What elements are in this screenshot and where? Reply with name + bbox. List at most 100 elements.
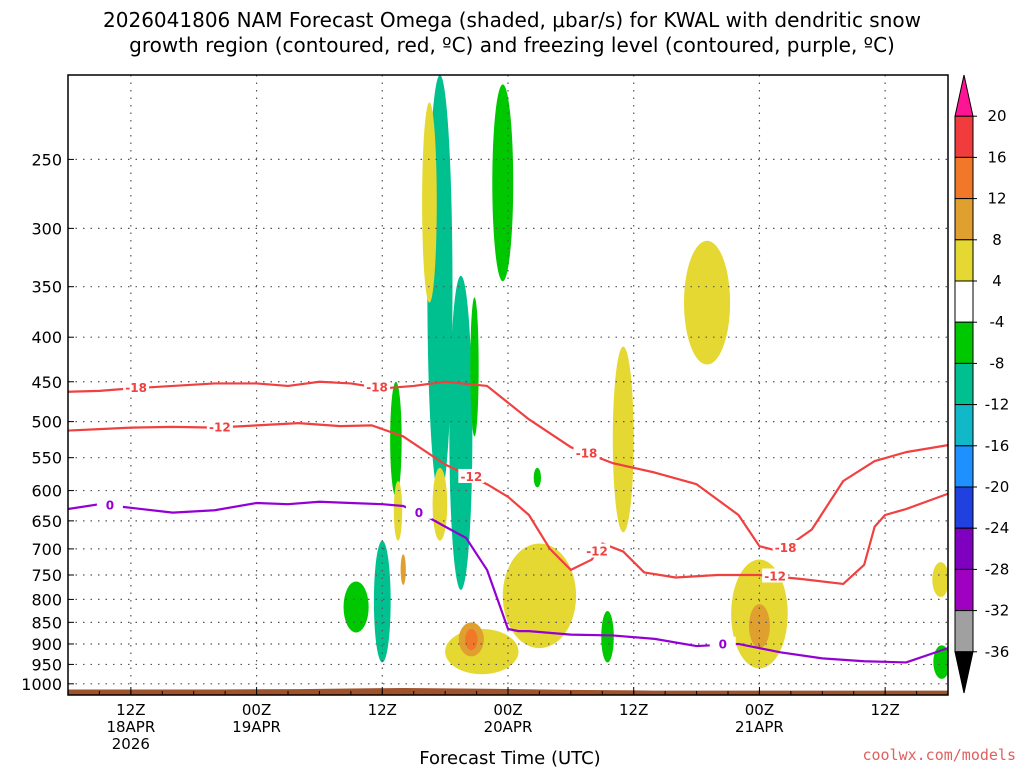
- colorbar-swatch-bottom-triangle: [954, 651, 974, 694]
- contour-label-bg-zero-1: [405, 504, 432, 519]
- omega-descent-region-11: [393, 481, 403, 541]
- omega-ascent-region-9: [933, 645, 948, 679]
- y-tick-label-600: 600: [31, 482, 62, 501]
- contour-label-bg-minus12-0: [206, 419, 233, 434]
- y-tick-label-450: 450: [31, 373, 62, 392]
- colorbar-label-9: -20: [985, 478, 1010, 496]
- omega-ascent-region-1: [373, 540, 391, 663]
- y-tick-label-950: 950: [31, 655, 62, 674]
- y-tick-label-700: 700: [31, 540, 62, 559]
- contour-label-bg-zero-2: [709, 636, 736, 651]
- y-tick-label-800: 800: [31, 590, 62, 609]
- colorbar-label-5: -4: [990, 313, 1005, 331]
- colorbar-swatch-7: [954, 362, 974, 406]
- y-tick-label-350: 350: [31, 278, 62, 297]
- contour-label-bg-minus12-1: [458, 468, 485, 483]
- y-tick-label-400: 400: [31, 328, 62, 347]
- omega-descent-region-16: [684, 240, 731, 365]
- contour-label-bg-minus18-2: [573, 445, 600, 460]
- site-credit: coolwx.com/models: [862, 746, 1016, 764]
- omega-ascent-region-8: [601, 611, 614, 663]
- y-tick-label-550: 550: [31, 449, 62, 468]
- colorbar-swatch-3: [954, 198, 974, 241]
- y-tick-label-1000: 1000: [21, 675, 62, 694]
- y-axis-ticks: 250 300 350 400 450 500 550 600 650 700 750 800 850 9…: [21, 150, 74, 694]
- omega-ascent-region-4: [449, 275, 473, 590]
- y-tick-label-900: 900: [31, 635, 62, 654]
- colorbar-swatch-4: [954, 239, 974, 282]
- colorbar-label-8: -16: [985, 437, 1010, 455]
- contour-label-minus12-3: -12: [764, 570, 786, 584]
- contour-label-minus12-1: -12: [460, 470, 482, 484]
- x-tick-label-5: 00Z: [745, 701, 774, 719]
- contour-label-bg-minus12-2: [584, 543, 611, 558]
- contour-label-minus18-3: -18: [775, 541, 797, 555]
- plot-area: -18 -18 -18 -18 -12 -12 -12 -12 0 0 0 250 300 350 400 4…: [21, 74, 949, 753]
- contour-label-bg-minus18-0: [123, 380, 150, 395]
- contour-label-zero-1: 0: [415, 506, 423, 520]
- colorbar-label-10: -24: [985, 519, 1010, 537]
- x-tick-label-3: 00Z: [493, 701, 522, 719]
- contour-zero: 0 0 0: [68, 497, 948, 664]
- x-tick-label-0: 12Z: [116, 701, 145, 719]
- contour-label-minus12-0: -12: [209, 420, 231, 434]
- colorbar-label-4: 4: [992, 272, 1002, 290]
- colorbar-swatch-top-triangle: [954, 74, 974, 117]
- y-tick-label-650: 650: [31, 512, 62, 531]
- colorbar-swatch-13: [954, 610, 974, 653]
- colorbar-swatch-11: [954, 527, 974, 570]
- contour-label-bg-minus12-3: [762, 568, 789, 583]
- contour-label-minus18-2: -18: [576, 446, 598, 460]
- colorbar-swatch-12: [954, 568, 974, 612]
- contour-line-minus12: [68, 422, 948, 586]
- contour-line-zero: [68, 500, 948, 664]
- colorbar-label-0: 20: [987, 107, 1006, 125]
- x-tick-label-4: 12Z: [619, 701, 648, 719]
- colorbar-label-12: -32: [985, 602, 1010, 620]
- colorbar-swatch-6: [954, 321, 974, 364]
- x-axis-label: Forecast Time (UTC): [419, 748, 600, 768]
- omega-descent-region-22: [465, 628, 478, 651]
- omega-field: [68, 75, 948, 695]
- colorbar-swatch-10: [954, 486, 974, 529]
- omega-descent-region-18: [932, 562, 948, 598]
- contour-label-minus18-0: -18: [125, 381, 147, 395]
- y-tick-label-850: 850: [31, 613, 62, 632]
- omega-descent-region-10: [422, 102, 437, 303]
- y-tick-label-300: 300: [31, 219, 62, 238]
- colorbar-swatch-2: [954, 156, 974, 200]
- omega-ascent-region-0: [343, 581, 369, 633]
- omega-descent-region-20: [748, 604, 770, 649]
- x-tick-sublabel-1: 19APR: [232, 718, 281, 736]
- y-tick-label-500: 500: [31, 413, 62, 432]
- omega-ascent-region-6: [492, 84, 514, 282]
- contour-minus12: -12 -12 -12 -12: [68, 419, 948, 586]
- contour-label-bg-minus18-3: [772, 539, 799, 554]
- omega-descent-region-14: [502, 543, 577, 649]
- colorbar-label-1: 16: [987, 148, 1006, 166]
- omega-descent-region-15: [612, 346, 634, 533]
- x-tick-label-6: 12Z: [870, 701, 899, 719]
- omega-ascent-region-7: [533, 467, 541, 488]
- omega-ascent-region-5: [470, 297, 479, 437]
- x-tick-label-1: 00Z: [242, 701, 271, 719]
- chart-title-line-2: growth region (contoured, red, ºC) and f…: [129, 33, 895, 57]
- y-tick-label-250: 250: [31, 150, 62, 169]
- x-tick-label-2: 12Z: [368, 701, 397, 719]
- colorbar-swatch-9: [954, 445, 974, 488]
- contour-label-bg-zero-0: [96, 497, 123, 512]
- x-tick-year-0: 2026: [112, 735, 150, 753]
- colorbar-label-3: 8: [992, 231, 1002, 249]
- x-tick-sublabel-0: 18APR: [106, 718, 155, 736]
- colorbar-swatch-8: [954, 404, 974, 447]
- omega-descent-region-21: [400, 554, 406, 585]
- colorbar-label-2: 12: [987, 190, 1006, 208]
- x-tick-sublabel-5: 21APR: [735, 718, 784, 736]
- contour-minus18: -18 -18 -18 -18: [68, 379, 948, 555]
- y-tick-label-750: 750: [31, 566, 62, 585]
- omega-ascent-region-2: [390, 381, 402, 497]
- contour-label-minus12-2: -12: [586, 545, 608, 559]
- omega-descent-region-12: [432, 467, 448, 541]
